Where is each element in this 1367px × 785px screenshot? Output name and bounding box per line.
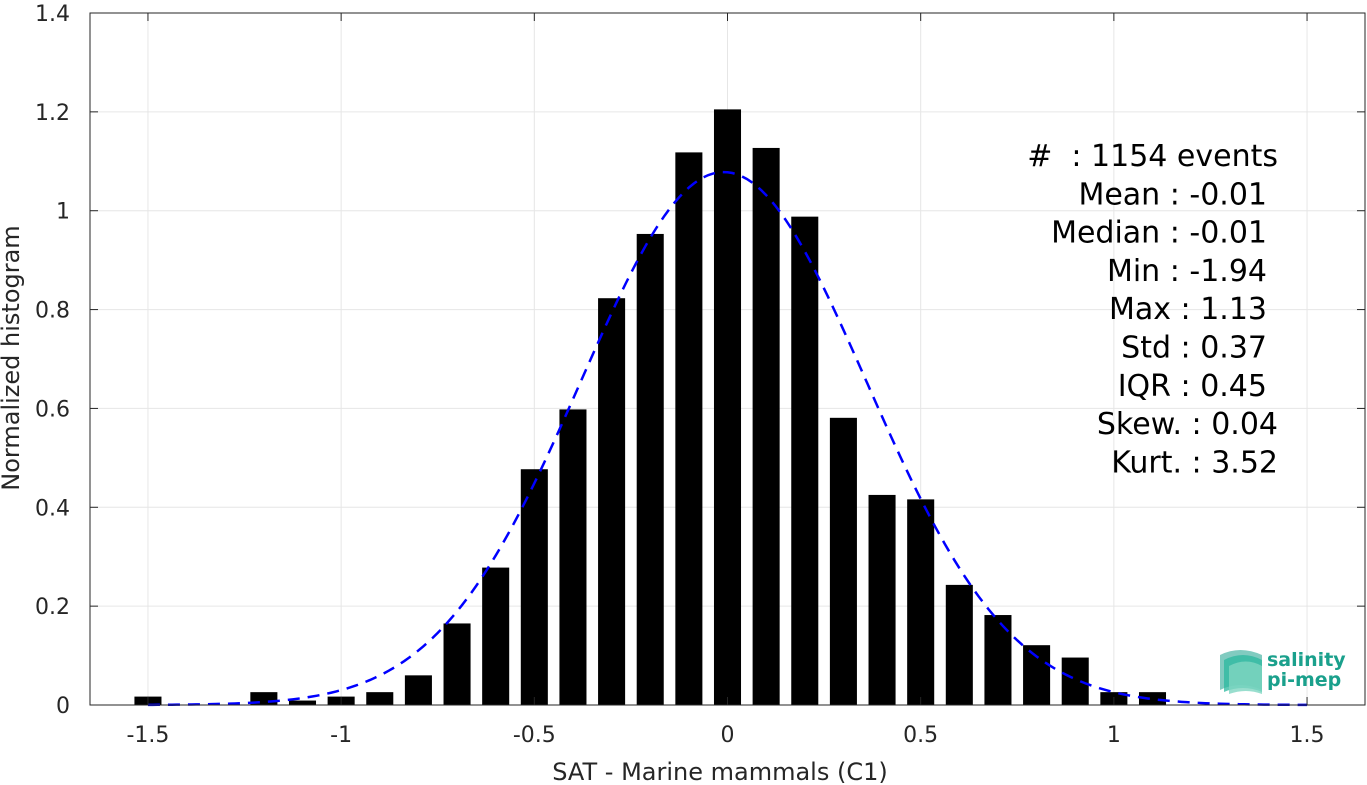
histogram-bar xyxy=(443,623,471,705)
logo-wave-icon xyxy=(1220,650,1262,694)
histogram-bar xyxy=(791,216,819,705)
y-tick-label: 0.2 xyxy=(35,595,70,620)
stats-line: Min : -1.94 xyxy=(1107,254,1267,289)
histogram-bar xyxy=(559,409,587,705)
stats-line: Max : 1.13 xyxy=(1109,292,1267,327)
histogram-bar xyxy=(984,615,1012,705)
y-axis-label: Normalized histogram xyxy=(0,225,25,490)
histogram-bar xyxy=(907,499,935,705)
histogram-bar xyxy=(945,584,973,705)
y-tick-label: 0.6 xyxy=(35,397,70,422)
x-tick-label: -0.5 xyxy=(513,723,556,748)
histogram-bar xyxy=(675,152,703,706)
y-tick-label: 1 xyxy=(56,200,70,225)
logo-text-line1: salinity xyxy=(1267,649,1346,671)
x-tick-label: 1.5 xyxy=(1290,723,1325,748)
y-tick-label: 0.8 xyxy=(35,299,70,324)
histogram-bar xyxy=(636,233,664,705)
histogram-bar xyxy=(482,567,510,705)
histogram-bars xyxy=(134,109,1167,706)
x-tick-label: 1 xyxy=(1107,723,1121,748)
normal-fit-curve xyxy=(147,170,1308,707)
histogram-bar xyxy=(713,109,742,705)
x-axis-label: SAT - Marine mammals (C1) xyxy=(552,758,887,785)
y-tick-label: 0 xyxy=(56,694,70,719)
stats-line: # : 1154 events xyxy=(1027,139,1278,174)
stats-line: Kurt. : 3.52 xyxy=(1111,445,1278,480)
histogram-bar xyxy=(752,147,780,705)
stats-line: Skew. : 0.04 xyxy=(1097,407,1278,442)
x-tick-label: -1.5 xyxy=(126,723,169,748)
histogram-bar xyxy=(288,700,317,705)
x-tick-label: 0.5 xyxy=(903,723,938,748)
x-axis-ticks: -1.5 -1 -0.5 0 0.5 1 1.5 xyxy=(126,13,1325,748)
histogram-bar xyxy=(366,692,394,705)
y-tick-label: 0.4 xyxy=(35,496,70,521)
salinity-pi-mep-logo: salinity pi-mep xyxy=(1220,649,1346,694)
x-tick-label: 0 xyxy=(721,723,735,748)
histogram-bar xyxy=(1023,645,1051,705)
histogram-bar xyxy=(598,298,626,705)
histogram-bar xyxy=(829,417,857,705)
histogram-bar xyxy=(1061,657,1089,705)
stats-line: Std : 0.37 xyxy=(1121,331,1267,366)
x-tick-label: -1 xyxy=(330,723,352,748)
y-axis-ticks: 0 0.2 0.4 0.6 0.8 1 1.2 1.4 xyxy=(35,2,1365,719)
stats-line: Median : -0.01 xyxy=(1051,216,1267,251)
stats-line: Mean : -0.01 xyxy=(1078,177,1267,212)
histogram-bar xyxy=(1138,692,1167,705)
histogram-bar xyxy=(520,469,548,705)
histogram-bar xyxy=(868,494,896,705)
y-tick-label: 1.2 xyxy=(35,101,70,126)
stats-line: IQR : 0.45 xyxy=(1118,369,1267,404)
y-tick-label: 1.4 xyxy=(35,2,70,27)
logo-text-line2: pi-mep xyxy=(1267,669,1341,691)
histogram-bar xyxy=(404,675,432,705)
